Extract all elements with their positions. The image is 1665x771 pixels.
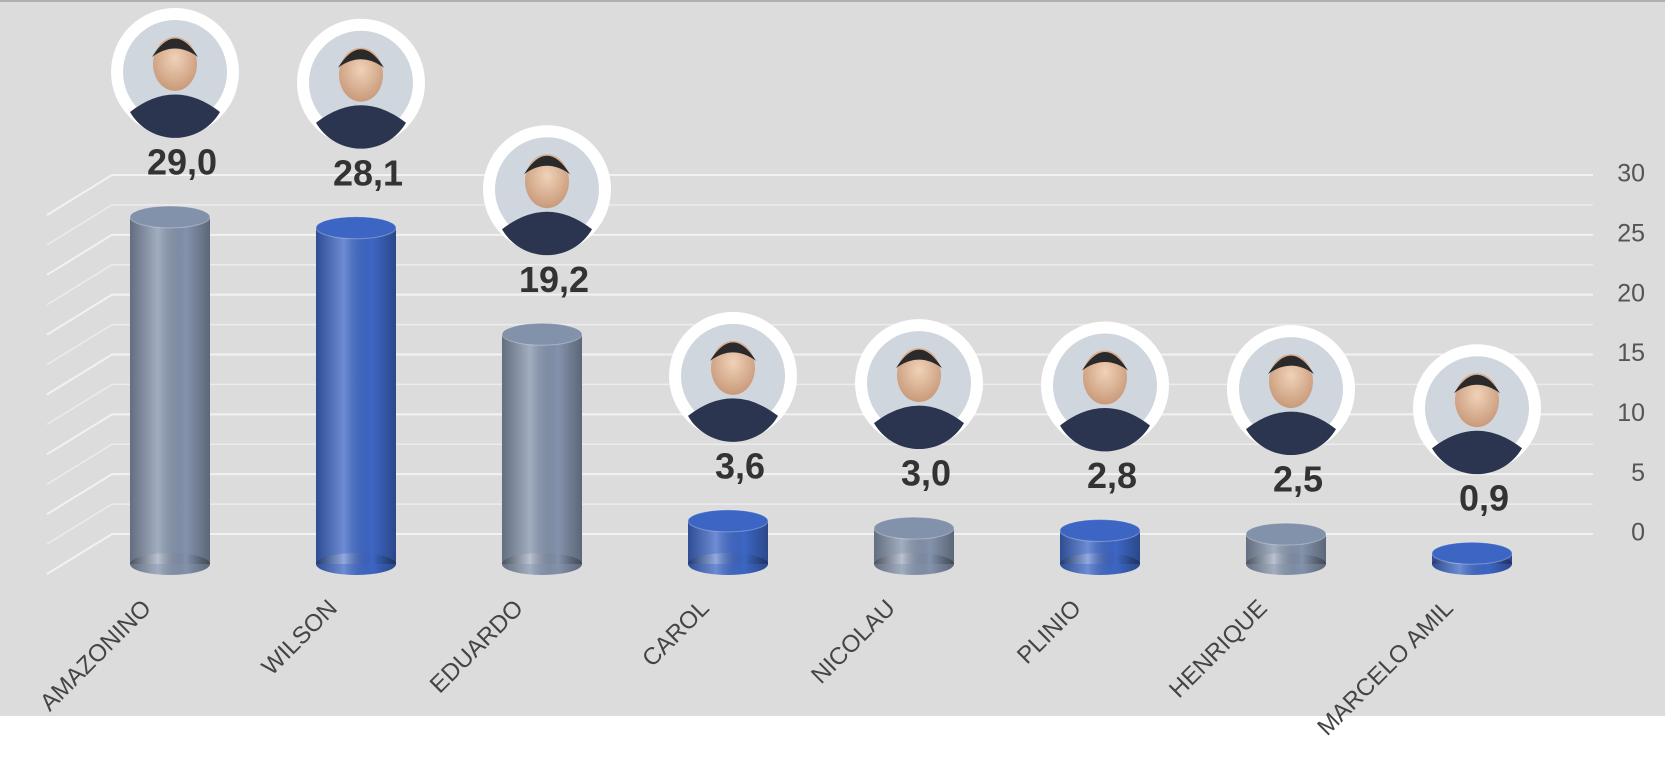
value-label: 2,8 bbox=[1087, 455, 1137, 496]
bar-base-shade bbox=[688, 553, 768, 575]
value-label: 19,2 bbox=[519, 259, 589, 300]
bar-base-shade bbox=[874, 553, 954, 575]
photo-hair bbox=[1454, 374, 1500, 394]
grid-line bbox=[46, 473, 1593, 516]
photo-body bbox=[502, 211, 592, 256]
candidate-photo bbox=[111, 7, 239, 138]
bar-top bbox=[687, 509, 769, 533]
photo-face bbox=[339, 47, 383, 102]
bar-base-shade bbox=[1246, 553, 1326, 575]
bar-base-shade bbox=[1060, 553, 1140, 575]
bar bbox=[501, 322, 583, 575]
candidate-photo bbox=[1413, 344, 1541, 475]
y-tick-label: 0 bbox=[1631, 519, 1645, 547]
bar-base-shade bbox=[130, 553, 210, 575]
photo-face bbox=[1455, 373, 1499, 428]
minor-grid-line bbox=[46, 503, 1593, 545]
grid-line bbox=[46, 293, 1593, 336]
candidate-photo bbox=[483, 125, 611, 256]
candidate-photo bbox=[297, 18, 425, 149]
bar bbox=[1059, 518, 1141, 575]
photo-body bbox=[1432, 430, 1522, 475]
bar-top bbox=[501, 322, 583, 346]
photo-hair bbox=[1082, 351, 1128, 371]
photo-body bbox=[688, 398, 778, 442]
photo-hair bbox=[1268, 355, 1314, 375]
y-tick-label: 10 bbox=[1617, 399, 1645, 427]
bar-top bbox=[1059, 518, 1141, 542]
bar bbox=[129, 205, 211, 575]
y-tick-label: 30 bbox=[1617, 160, 1645, 188]
bar-top bbox=[129, 205, 211, 229]
value-label: 0,9 bbox=[1459, 478, 1509, 519]
bar-base-shade bbox=[316, 553, 396, 575]
bar-top bbox=[873, 516, 955, 540]
photo-face bbox=[153, 36, 197, 91]
candidate-photo bbox=[669, 311, 797, 442]
bar bbox=[1245, 522, 1327, 575]
photo-body bbox=[1246, 411, 1336, 456]
photo-body bbox=[130, 94, 220, 138]
photo-hair bbox=[338, 49, 384, 68]
photo-face bbox=[1269, 354, 1313, 409]
minor-grid-line bbox=[46, 264, 1593, 306]
minor-grid-line bbox=[46, 204, 1593, 246]
photo-body bbox=[874, 405, 964, 450]
plot-background bbox=[0, 0, 1665, 716]
value-label: 28,1 bbox=[333, 152, 403, 193]
photo-hair bbox=[524, 155, 570, 175]
photo-hair bbox=[152, 38, 198, 57]
bar-shade bbox=[130, 216, 210, 564]
y-tick-label: 25 bbox=[1617, 219, 1645, 247]
photo-face bbox=[711, 340, 755, 395]
photo-body bbox=[1060, 407, 1150, 452]
value-label: 3,6 bbox=[715, 445, 765, 486]
candidate-photo bbox=[1227, 325, 1355, 456]
photo-body bbox=[316, 105, 406, 149]
grid-line bbox=[46, 233, 1593, 276]
value-label: 29,0 bbox=[147, 141, 217, 182]
bar-top bbox=[1245, 522, 1327, 546]
bar bbox=[1431, 541, 1513, 575]
photo-hair bbox=[896, 349, 942, 369]
value-label: 3,0 bbox=[901, 453, 951, 494]
y-tick-label: 15 bbox=[1617, 339, 1645, 367]
bar-top bbox=[1431, 541, 1513, 565]
bar-shade bbox=[502, 334, 582, 564]
y-tick-label: 5 bbox=[1631, 459, 1645, 487]
bar-top bbox=[315, 216, 397, 240]
y-tick-label: 20 bbox=[1617, 279, 1645, 307]
photo-face bbox=[1083, 350, 1127, 405]
value-label: 2,5 bbox=[1273, 459, 1323, 500]
candidate-photo bbox=[1041, 321, 1169, 452]
bar bbox=[873, 516, 955, 575]
photo-face bbox=[525, 154, 569, 209]
bar bbox=[315, 216, 397, 575]
photo-face bbox=[897, 348, 941, 403]
grid-line bbox=[46, 174, 1593, 216]
bar-shade bbox=[316, 227, 396, 564]
bar bbox=[687, 509, 769, 575]
bar-base-shade bbox=[502, 553, 582, 575]
photo-hair bbox=[710, 342, 756, 361]
candidate-photo bbox=[855, 319, 983, 450]
